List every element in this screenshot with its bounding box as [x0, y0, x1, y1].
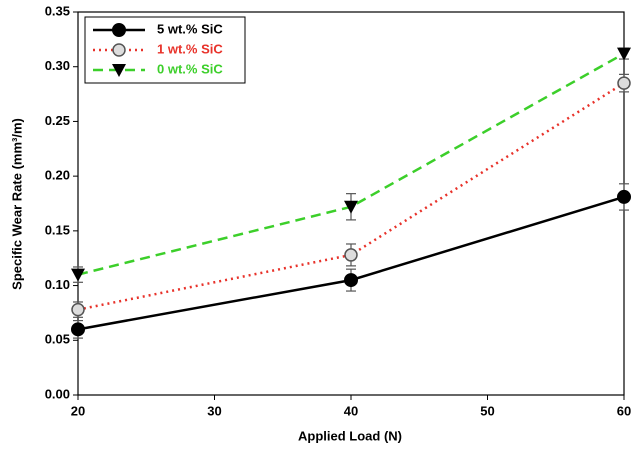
data-point [344, 273, 358, 288]
data-point [71, 302, 85, 317]
y-axis-label: Specific Wear Rate (mm³/m) [9, 118, 24, 290]
data-point [617, 189, 631, 204]
legend-label: 1 wt.% SiC [157, 41, 223, 56]
y-tick-label: 0.05 [45, 332, 70, 347]
legend-marker [112, 64, 126, 77]
data-point [71, 322, 85, 337]
y-tick-label: 0.00 [45, 386, 70, 401]
series-line [77, 52, 625, 276]
series-line [77, 82, 625, 311]
data-point [617, 76, 631, 90]
data-point [344, 200, 358, 214]
x-tick-label: 20 [71, 403, 85, 418]
legend-label: 0 wt.% SiC [157, 61, 223, 76]
y-tick-label: 0.20 [45, 168, 70, 183]
legend-marker [112, 43, 126, 57]
y-tick-label: 0.30 [45, 58, 70, 73]
legend-marker [112, 23, 126, 37]
y-tick-label: 0.35 [45, 3, 70, 18]
y-tick-label: 0.25 [45, 113, 70, 128]
data-point [344, 248, 358, 262]
data-point [71, 268, 85, 282]
legend-label: 5 wt.% SiC [157, 21, 223, 36]
y-tick-label: 0.15 [45, 222, 70, 237]
x-tick-label: 40 [344, 403, 358, 418]
y-tick-label: 0.10 [45, 277, 70, 292]
data-point [617, 47, 631, 61]
x-tick-label: 50 [480, 403, 494, 418]
x-axis-label: Applied Load (N) [298, 428, 402, 443]
x-tick-label: 30 [207, 403, 221, 418]
x-tick-label: 60 [617, 403, 631, 418]
